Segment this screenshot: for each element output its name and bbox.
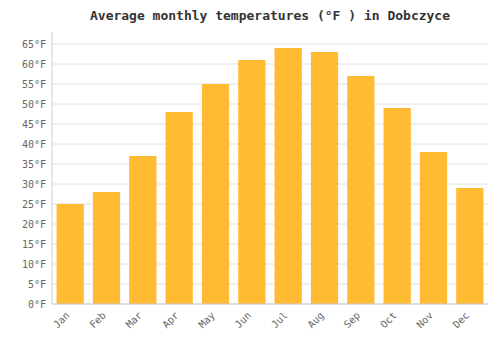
x-tick-label: Mar (124, 310, 145, 331)
bar (202, 84, 229, 304)
x-tick-label: Jun (233, 310, 254, 331)
x-tick-label: Jan (51, 310, 72, 331)
bar (420, 152, 447, 304)
bar (456, 188, 483, 304)
y-tick-label: 30°F (22, 179, 46, 190)
y-tick-label: 0°F (28, 299, 46, 310)
y-tick-label: 60°F (22, 59, 46, 70)
x-tick-label: Jul (269, 310, 290, 331)
x-tick-label: Feb (87, 310, 108, 331)
bar (311, 52, 338, 304)
grid-line (52, 44, 488, 45)
x-tick-label: Aug (305, 310, 326, 331)
x-tick-label: Dec (451, 310, 472, 331)
bar (57, 204, 84, 304)
y-tick-label: 35°F (22, 159, 46, 170)
x-axis: Jan Feb Mar Apr May Jun Jul Aug Sep Oct Nov Dec (51, 304, 488, 330)
bar (166, 112, 193, 304)
y-tick-label: 10°F (22, 259, 46, 270)
y-tick-label: 50°F (22, 99, 46, 110)
y-tick-label: 55°F (22, 79, 46, 90)
title: Average monthly temperatures (°F ) in Do… (90, 8, 450, 23)
y-tick-label: 5°F (28, 279, 46, 290)
y-axis-line (52, 32, 53, 304)
grid (52, 44, 488, 304)
grid-line (52, 304, 488, 305)
bar (93, 192, 120, 304)
grid-line (52, 104, 488, 105)
grid-line (52, 144, 488, 145)
x-tick-label: May (196, 310, 217, 331)
bar (238, 60, 265, 304)
grid-line (52, 84, 488, 85)
bar (129, 156, 156, 304)
y-tick-label: 40°F (22, 139, 46, 150)
y-axis: 0°F 5°F 10°F 15°F 20°F 25°F 30°F 35°F 40°F 45°F 50… (22, 32, 52, 310)
y-tick-label: 15°F (22, 239, 46, 250)
x-axis-line (52, 304, 488, 305)
grid-line (52, 124, 488, 125)
y-tick-label: 20°F (22, 219, 46, 230)
bars (57, 48, 484, 304)
x-tick-label: Nov (414, 310, 435, 331)
y-tick-label: 25°F (22, 199, 46, 210)
x-tick-label: Oct (378, 310, 399, 331)
bar (347, 76, 374, 304)
page: {"chart_data": {"type": "bar", "title": … (0, 0, 500, 350)
bar (275, 48, 302, 304)
y-tick-label: 65°F (22, 39, 46, 50)
x-tick-label: Apr (160, 310, 181, 331)
y-tick-label: 45°F (22, 119, 46, 130)
chart: Average monthly temperatures (°F ) in Do… (0, 0, 500, 350)
x-tick-label: Sep (342, 310, 363, 331)
bar (384, 108, 411, 304)
grid-line (52, 64, 488, 65)
